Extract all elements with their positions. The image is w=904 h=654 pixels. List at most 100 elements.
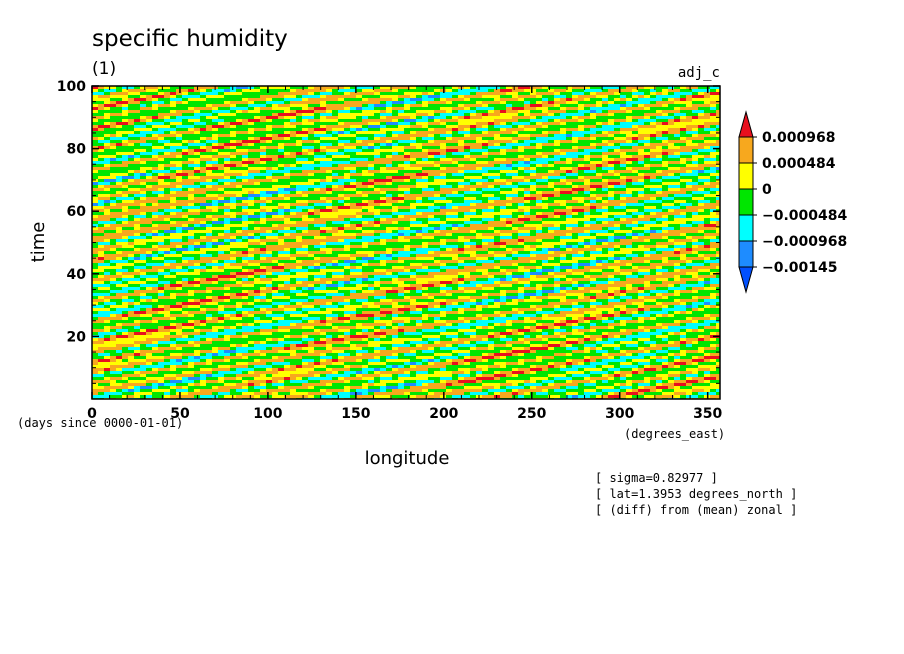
heatmap-cell <box>620 143 627 147</box>
heatmap-cell <box>212 158 219 162</box>
heatmap-cell <box>608 164 615 168</box>
heatmap-cell <box>182 122 189 126</box>
heatmap-cell <box>512 98 519 102</box>
heatmap-cell <box>710 122 717 126</box>
heatmap-cell <box>146 113 153 117</box>
heatmap-cell <box>662 110 669 114</box>
heatmap-cell <box>566 158 573 162</box>
heatmap-cell <box>698 152 705 156</box>
heatmap-cell <box>692 128 699 132</box>
heatmap-cell <box>254 182 261 186</box>
heatmap-cell <box>488 92 495 96</box>
heatmap-cell <box>356 125 363 129</box>
heatmap-cell <box>446 179 453 183</box>
heatmap-cell <box>230 92 237 96</box>
heatmap-cell <box>506 143 513 147</box>
heatmap-cell <box>158 134 165 138</box>
heatmap-cell <box>326 128 333 132</box>
heatmap-cell <box>416 185 423 189</box>
heatmap-cell <box>590 92 597 96</box>
heatmap-cell <box>272 92 279 96</box>
heatmap-cell <box>398 140 405 144</box>
heatmap-cell <box>350 131 357 135</box>
heatmap-cell <box>260 122 267 126</box>
heatmap-cell <box>578 116 585 120</box>
heatmap-cell <box>434 140 441 144</box>
heatmap-cell <box>344 101 351 105</box>
heatmap-cell <box>212 155 219 159</box>
heatmap-cell <box>590 182 597 186</box>
heatmap-cell <box>134 92 141 96</box>
heatmap-cell <box>458 122 465 126</box>
heatmap-cell <box>470 149 477 153</box>
heatmap-cell <box>350 134 357 138</box>
heatmap-cell <box>260 185 267 189</box>
heatmap-cell <box>260 188 267 192</box>
heatmap-cell <box>134 155 141 159</box>
heatmap-cell <box>92 170 99 174</box>
heatmap-cell <box>266 131 273 135</box>
heatmap-cell <box>584 140 591 144</box>
heatmap-cell <box>110 185 117 189</box>
heatmap-cell <box>350 107 357 111</box>
heatmap-cell <box>260 149 267 153</box>
heatmap-cell <box>170 158 177 162</box>
heatmap-cell <box>362 146 369 150</box>
heatmap-cell <box>494 188 501 192</box>
heatmap-cell <box>326 137 333 141</box>
heatmap-cell <box>248 86 255 90</box>
heatmap-cell <box>668 86 675 90</box>
heatmap-cell <box>254 140 261 144</box>
heatmap-cell <box>242 167 249 171</box>
heatmap-cell <box>188 107 195 111</box>
heatmap-cell <box>590 152 597 156</box>
heatmap-cell <box>194 188 201 192</box>
heatmap-cell <box>140 95 147 99</box>
heatmap-cell <box>164 185 171 189</box>
heatmap-cell <box>530 158 537 162</box>
heatmap-cell <box>224 170 231 174</box>
heatmap-cell <box>212 185 219 189</box>
heatmap-cell <box>320 137 327 141</box>
heatmap-cell <box>128 107 135 111</box>
heatmap-cell <box>596 101 603 105</box>
heatmap-cell <box>380 170 387 174</box>
heatmap-cell <box>278 107 285 111</box>
heatmap-cell <box>482 101 489 105</box>
heatmap-cell <box>428 95 435 99</box>
heatmap-cell <box>650 164 657 168</box>
heatmap-cell <box>638 146 645 150</box>
heatmap-cell <box>632 185 639 189</box>
heatmap-cell <box>620 152 627 156</box>
heatmap-cell <box>596 116 603 120</box>
heatmap-cell <box>686 134 693 138</box>
heatmap-cell <box>344 104 351 108</box>
heatmap-cell <box>224 152 231 156</box>
heatmap-cell <box>260 128 267 132</box>
heatmap-cell <box>146 86 153 90</box>
heatmap-cell <box>188 104 195 108</box>
heatmap-cell <box>554 146 561 150</box>
heatmap-cell <box>146 119 153 123</box>
heatmap-cell <box>290 188 297 192</box>
heatmap-cell <box>704 110 711 114</box>
heatmap-cell <box>584 86 591 90</box>
heatmap-cell <box>506 98 513 102</box>
heatmap-cell <box>134 185 141 189</box>
heatmap-cell <box>590 170 597 174</box>
heatmap-cell <box>98 158 105 162</box>
heatmap-cell <box>614 170 621 174</box>
heatmap-cell <box>368 167 375 171</box>
heatmap-cell <box>110 143 117 147</box>
heatmap-cell <box>566 164 573 168</box>
heatmap-cell <box>362 119 369 123</box>
heatmap-cell <box>320 179 327 183</box>
heatmap-cell <box>704 173 711 177</box>
heatmap-cell <box>710 89 717 93</box>
heatmap-cell <box>236 176 243 180</box>
heatmap-cell <box>482 137 489 141</box>
heatmap-cell <box>458 119 465 123</box>
heatmap-cell <box>260 161 267 165</box>
heatmap-cell <box>230 122 237 126</box>
heatmap-cell <box>680 173 687 177</box>
